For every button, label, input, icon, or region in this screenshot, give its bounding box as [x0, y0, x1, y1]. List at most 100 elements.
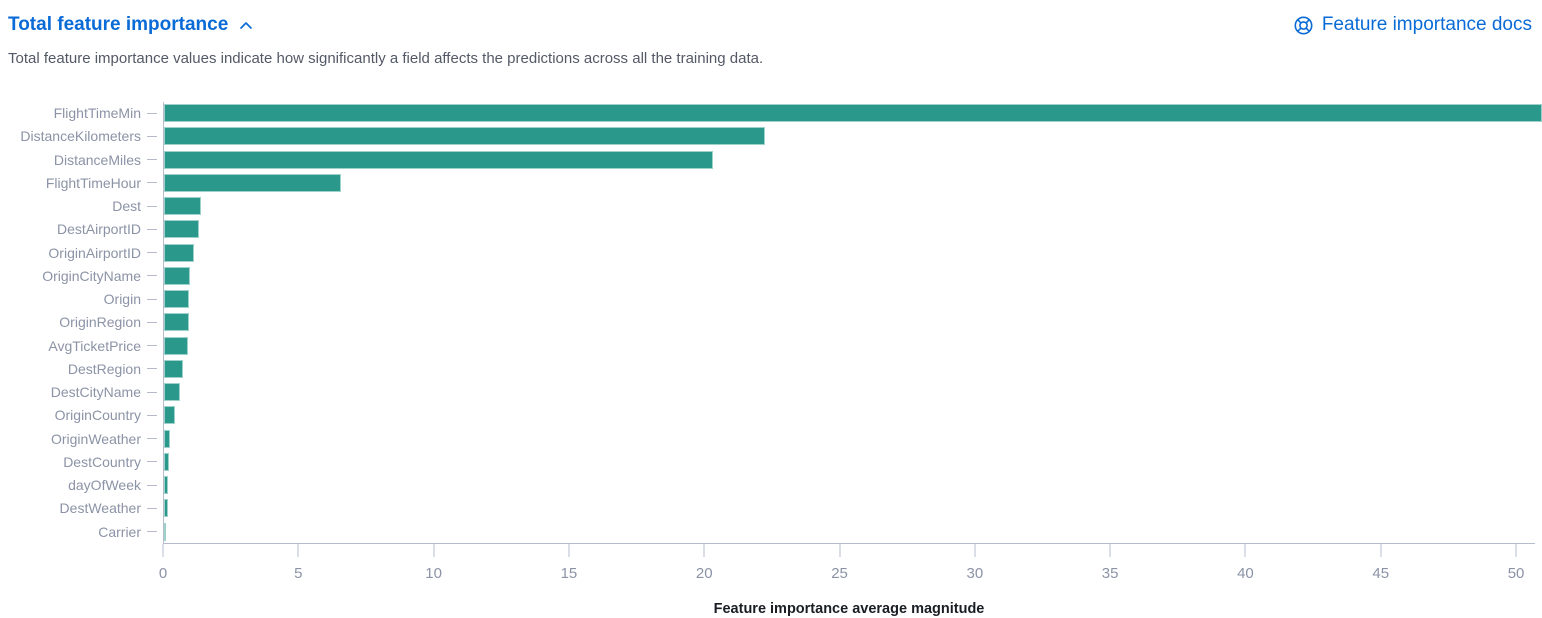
y-axis-tick [141, 159, 163, 161]
x-axis-tick-label: 0 [158, 565, 168, 583]
bar-track [163, 171, 1542, 195]
x-axis-tick [162, 544, 164, 558]
bar[interactable] [164, 173, 341, 192]
chart-row: Dest [0, 194, 1542, 218]
x-axis-tick [974, 544, 976, 558]
y-axis-label: DestAirportID [56, 221, 141, 238]
chart-row: FlightTimeHour [0, 171, 1542, 195]
y-axis-tick [141, 391, 163, 393]
y-axis-tick [141, 345, 163, 347]
y-axis-label: dayOfWeek [68, 477, 141, 494]
bar[interactable] [164, 336, 188, 355]
bar[interactable] [164, 452, 169, 471]
x-axis-tick-label: 40 [1237, 565, 1254, 583]
feature-importance-docs-link[interactable]: Feature importance docs [1293, 14, 1532, 37]
y-axis-label: DistanceKilometers [20, 128, 141, 145]
chart-row: Carrier [0, 520, 1542, 544]
y-axis-tick [141, 112, 163, 114]
y-axis-tick [141, 298, 163, 300]
bar[interactable] [164, 429, 170, 448]
x-axis-tick-label: 30 [966, 565, 984, 583]
x-axis-tick [839, 544, 841, 558]
bar[interactable] [164, 406, 176, 425]
chart-row: OriginCountry [0, 403, 1542, 428]
bar-track [163, 310, 1542, 335]
y-axis-label: DestRegion [67, 360, 141, 377]
bar[interactable] [164, 499, 168, 518]
bar[interactable] [164, 104, 1542, 123]
y-axis-label: Carrier [98, 523, 141, 540]
y-axis-label: FlightTimeMin [53, 105, 141, 122]
chart-row: DestWeather [0, 496, 1542, 521]
bar[interactable] [164, 127, 765, 146]
y-axis-tick [141, 531, 163, 533]
bar-track [163, 194, 1542, 218]
chart-row: DistanceKilometers [0, 124, 1542, 149]
bar-track [163, 380, 1542, 404]
chart-rows: FlightTimeMin DistanceKilometers DistanceM… [0, 101, 1542, 544]
bar-track [163, 334, 1542, 358]
x-axis-tick [297, 544, 299, 558]
bar[interactable] [164, 197, 201, 216]
x-axis-tick [1515, 544, 1517, 558]
x-axis-tick-label: 50 [1507, 565, 1525, 583]
y-axis-tick [141, 135, 163, 137]
y-axis-label: DestCityName [50, 384, 141, 401]
y-axis-label: OriginCountry [54, 407, 141, 424]
y-axis-tick [141, 368, 163, 370]
bar[interactable] [164, 266, 191, 285]
docs-link-label: Feature importance docs [1321, 14, 1532, 35]
panel-description: Total feature importance values indicate… [8, 49, 764, 67]
x-axis-tick-label: 45 [1372, 565, 1390, 583]
bar-track [163, 148, 1542, 172]
bar[interactable] [164, 150, 713, 169]
y-axis-label: Origin [103, 291, 141, 308]
y-axis-tick [141, 414, 163, 416]
lifebuoy-icon [1293, 15, 1314, 36]
chart-row: OriginRegion [0, 310, 1542, 335]
bar-track [163, 496, 1542, 521]
chart-row: dayOfWeek [0, 473, 1542, 497]
y-axis-label: OriginRegion [59, 314, 141, 331]
bar-track [163, 473, 1542, 497]
panel-title: Total feature importance [8, 14, 229, 35]
y-axis-label: AvgTicketPrice [48, 337, 141, 354]
bar[interactable] [164, 359, 184, 378]
bar-track [163, 101, 1542, 125]
total-feature-importance-accordion-toggle[interactable]: Total feature importance [8, 14, 254, 37]
y-axis-tick [141, 205, 163, 207]
chart-row: DestCityName [0, 380, 1542, 404]
bar-track [163, 403, 1542, 428]
bar-track [163, 287, 1542, 311]
feature-importance-chart: FlightTimeMin DistanceKilometers DistanceM… [0, 101, 1542, 617]
x-axis-tick-label: 15 [560, 565, 578, 583]
y-axis-label: DistanceMiles [53, 151, 141, 168]
y-axis-label: DestWeather [59, 500, 141, 517]
chart-row: Origin [0, 287, 1542, 311]
chevron-up-icon [238, 18, 254, 34]
chart-row: DestAirportID [0, 217, 1542, 242]
bar[interactable] [164, 522, 166, 541]
chart-row: OriginAirportID [0, 241, 1542, 265]
chart-row: DestRegion [0, 357, 1542, 381]
y-axis-label: FlightTimeHour [45, 174, 141, 191]
chart-row: DestCountry [0, 450, 1542, 474]
y-axis-label: DestCountry [63, 453, 141, 470]
bar-track [163, 217, 1542, 242]
y-axis-tick [141, 484, 163, 486]
y-axis-tick [141, 321, 163, 323]
bar-track [163, 241, 1542, 265]
y-axis-label: OriginAirportID [48, 244, 141, 261]
bar[interactable] [164, 476, 169, 495]
y-axis-label: OriginWeather [50, 430, 141, 447]
x-axis-tick-label: 5 [294, 565, 303, 583]
x-axis-tick [703, 544, 705, 558]
bar-track [163, 357, 1542, 381]
x-axis-tick-label: 35 [1101, 565, 1119, 583]
chart-row: FlightTimeMin [0, 101, 1542, 125]
bar[interactable] [164, 243, 194, 262]
bar[interactable] [164, 313, 189, 332]
bar[interactable] [164, 383, 180, 402]
bar[interactable] [164, 290, 190, 309]
bar[interactable] [164, 220, 200, 239]
